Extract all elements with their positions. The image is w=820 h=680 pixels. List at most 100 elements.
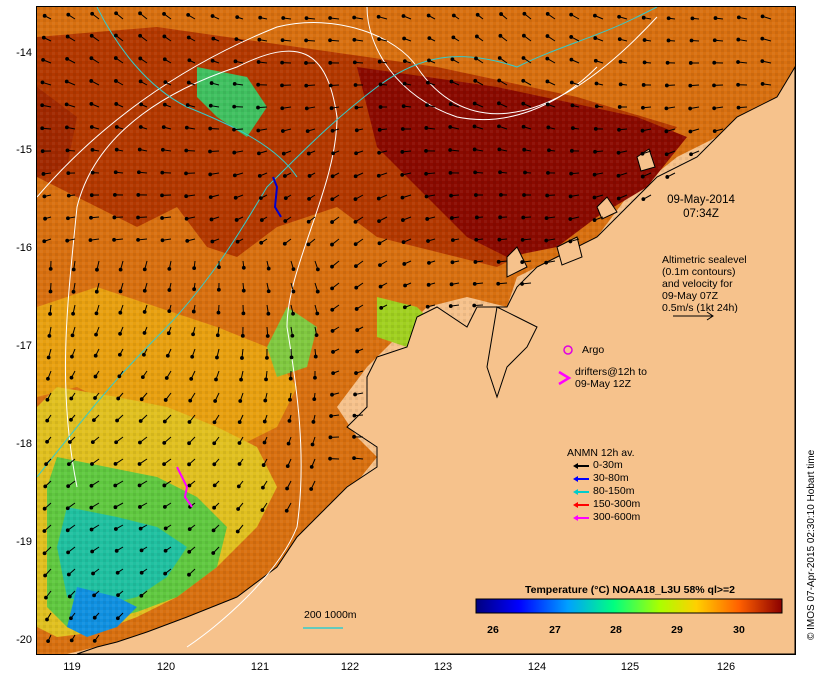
- velocity-arrow-head: [448, 125, 453, 129]
- colorbar-tick: 28: [610, 624, 622, 636]
- colorbar-tick: 27: [549, 624, 561, 636]
- velocity-arrow-head: [378, 105, 383, 109]
- velocity-arrow-head: [211, 551, 216, 555]
- velocity-arrow-head: [736, 105, 741, 110]
- velocity-arrow-head: [208, 126, 213, 131]
- velocity-arrow-head: [282, 174, 287, 178]
- velocity-arrow-head: [402, 262, 407, 266]
- velocity-arrow-head: [424, 148, 428, 153]
- velocity-arrow-head: [354, 285, 359, 290]
- velocity-arrow-head: [113, 192, 117, 197]
- velocity-arrow-head: [736, 60, 740, 64]
- velocity-arrow-head: [138, 33, 143, 38]
- colorbar: [475, 598, 783, 614]
- velocity-arrow-head: [499, 12, 503, 16]
- velocity-arrow-head: [116, 593, 120, 598]
- velocity-arrow-head: [167, 288, 172, 292]
- velocity-arrow-head: [167, 266, 172, 271]
- velocity-arrow-head: [240, 333, 245, 338]
- velocity-arrow-head: [115, 570, 120, 575]
- velocity-arrow-head: [237, 441, 242, 445]
- x-tick-label: 124: [527, 661, 547, 673]
- velocity-arrow-head: [329, 414, 333, 418]
- velocity-arrow-head: [258, 15, 263, 20]
- drifter-chevron: [558, 370, 572, 386]
- velocity-arrow-head: [424, 126, 429, 130]
- velocity-arrow-head: [94, 332, 98, 337]
- velocity-arrow-head: [162, 102, 167, 107]
- velocity-arrow-head: [330, 307, 335, 312]
- velocity-arrow-head: [262, 440, 267, 445]
- velocity-arrow-head: [92, 615, 97, 620]
- velocity-arrow-head: [499, 192, 503, 197]
- velocity-arrow-head: [208, 149, 212, 154]
- velocity-arrow-head: [641, 197, 646, 202]
- velocity-arrow-head: [187, 527, 192, 532]
- velocity-arrow-head: [257, 151, 261, 156]
- velocity-arrow-head: [315, 311, 320, 316]
- velocity-arrow-head: [112, 237, 116, 242]
- velocity-arrow-head: [138, 11, 142, 16]
- velocity-arrow-head: [592, 218, 597, 222]
- velocity-arrow-head: [449, 282, 454, 287]
- velocity-arrow-head: [473, 170, 478, 175]
- velocity-arrow-head: [640, 128, 645, 133]
- velocity-arrow-head: [257, 174, 262, 178]
- anmn-title: ANMN 12h av.: [567, 447, 635, 459]
- velocity-arrow-head: [475, 12, 480, 17]
- velocity-arrow-head: [215, 355, 219, 360]
- velocity-arrow-head: [184, 148, 189, 153]
- x-tick-label: 120: [156, 661, 176, 673]
- velocity-arrow-head: [665, 60, 670, 65]
- map-frame: [36, 6, 796, 655]
- velocity-arrow-head: [188, 398, 193, 403]
- velocity-arrow-head: [212, 441, 217, 446]
- velocity-arrow-head: [212, 505, 217, 510]
- velocity-arrow-head: [544, 216, 549, 221]
- velocity-arrow-head: [352, 456, 356, 461]
- velocity-arrow-head: [450, 216, 454, 220]
- argo-label: Argo: [582, 344, 605, 356]
- velocity-arrow-head: [261, 485, 265, 490]
- velocity-arrow-head: [448, 148, 453, 152]
- velocity-arrow-head: [71, 267, 76, 272]
- velocity-arrow-head: [233, 195, 238, 200]
- velocity-arrow-head: [114, 79, 118, 83]
- velocity-arrow-head: [592, 195, 597, 200]
- velocity-arrow-head: [118, 310, 123, 315]
- velocity-arrow-head: [112, 215, 117, 220]
- velocity-arrow-head: [312, 397, 317, 402]
- velocity-arrow-head: [304, 83, 309, 88]
- velocity-arrow-head: [234, 37, 239, 42]
- velocity-arrow-head: [449, 79, 454, 84]
- velocity-arrow-head: [330, 128, 335, 133]
- velocity-arrow-head: [641, 105, 645, 110]
- velocity-arrow-head: [46, 355, 51, 360]
- velocity-arrow-head: [163, 398, 168, 402]
- velocity-arrow-head: [286, 441, 291, 446]
- velocity-arrow-head: [45, 397, 50, 402]
- velocity-arrow-head: [45, 439, 49, 444]
- velocity-arrow-head: [208, 195, 213, 199]
- anmn-legend-arrowhead: [573, 489, 578, 495]
- velocity-arrow-head: [118, 289, 123, 294]
- velocity-arrow-head: [256, 60, 261, 64]
- velocity-arrow-head: [64, 102, 69, 107]
- velocity-arrow-head: [40, 80, 45, 85]
- velocity-arrow-head: [187, 58, 192, 63]
- velocity-arrow-head: [93, 396, 97, 400]
- velocity-arrow-head: [208, 103, 213, 108]
- velocity-arrow-head: [376, 173, 381, 178]
- velocity-arrow-head: [139, 397, 144, 402]
- anmn-item-label: 80-150m: [593, 485, 635, 497]
- velocity-arrow-head: [113, 527, 118, 531]
- altimetry-line: 0.5m/s (1kt 24h): [662, 302, 738, 314]
- velocity-arrow-head: [474, 237, 479, 242]
- velocity-arrow-head: [266, 289, 271, 294]
- velocity-arrow-head: [238, 399, 243, 403]
- velocity-arrow-head: [400, 127, 405, 131]
- velocity-arrow-head: [118, 267, 123, 272]
- velocity-arrow-head: [402, 81, 407, 86]
- velocity-arrow-head: [89, 193, 94, 198]
- colorbar-title: Temperature (°C) NOAA18_L3U 58% ql>=2: [525, 584, 735, 596]
